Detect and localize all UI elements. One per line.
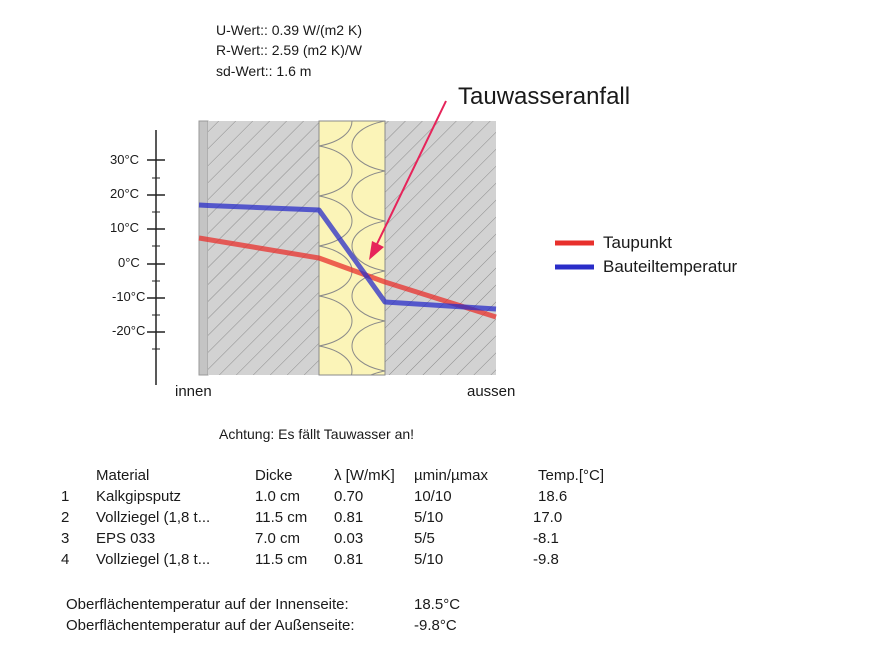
tick-label: 30°C xyxy=(110,152,140,167)
plaster-layer xyxy=(198,120,209,376)
column-header-material: Material xyxy=(96,467,150,484)
row-temp: 18.6 xyxy=(538,488,568,505)
inner-side-label: innen xyxy=(175,383,212,400)
row-dicke: 11.5 cm xyxy=(255,551,308,568)
row-mu: 5/5 xyxy=(414,530,435,547)
u-value-text: U-Wert:: 0.39 W/(m2 K) xyxy=(216,22,362,38)
inside-surface-value: 18.5°C xyxy=(414,596,461,613)
row-number: 2 xyxy=(61,509,70,526)
row-number: 4 xyxy=(61,551,70,568)
row-mu: 10/10 xyxy=(414,488,452,505)
inside-surface-label: Oberflächentemperatur auf der Innenseite… xyxy=(66,596,349,613)
tick-label: -20°C xyxy=(112,323,146,338)
r-value-text: R-Wert:: 2.59 (m2 K)/W xyxy=(216,42,362,58)
legend-label-taupunkt: Taupunkt xyxy=(603,233,672,252)
row-dicke: 1.0 cm xyxy=(255,488,301,505)
column-header-mu: µmin/µmax xyxy=(414,467,488,484)
row-lambda: 0.81 xyxy=(334,551,364,568)
row-material: Kalkgipsputz xyxy=(96,488,182,505)
row-temp: 17.0 xyxy=(533,509,563,526)
tick-label: 20°C xyxy=(110,186,140,201)
insulation-layer xyxy=(318,120,386,376)
row-lambda: 0.81 xyxy=(334,509,364,526)
row-dicke: 7.0 cm xyxy=(255,530,301,547)
row-material: Vollziegel (1,8 t... xyxy=(96,509,211,526)
axis-tick-marks xyxy=(147,159,165,350)
tick-label: 10°C xyxy=(110,220,140,235)
column-header-lambda: λ [W/mK] xyxy=(334,467,395,484)
outer-brick-layer xyxy=(385,121,496,375)
row-number: 3 xyxy=(61,530,70,547)
condensation-annotation: Tauwasseranfall xyxy=(458,83,631,110)
legend-label-bauteiltemperatur: Bauteiltemperatur xyxy=(603,257,738,276)
row-lambda: 0.70 xyxy=(334,488,364,505)
sd-value-text: sd-Wert:: 1.6 m xyxy=(216,63,312,79)
row-material: Vollziegel (1,8 t... xyxy=(96,551,211,568)
outside-surface-value: -9.8°C xyxy=(414,617,457,634)
component-temperature-line xyxy=(198,202,497,312)
row-dicke: 11.5 cm xyxy=(255,509,308,526)
row-lambda: 0.03 xyxy=(334,530,364,547)
tick-label: 0°C xyxy=(118,255,140,270)
condensation-warning: Achtung: Es fällt Tauwasser an! xyxy=(219,426,415,442)
row-temp: -9.8 xyxy=(533,551,559,568)
row-temp: -8.1 xyxy=(533,530,559,547)
condensation-arrow xyxy=(369,100,447,260)
row-number: 1 xyxy=(61,488,70,505)
tick-label: -10°C xyxy=(112,289,146,304)
outer-side-label: aussen xyxy=(467,383,516,400)
dew-point-line xyxy=(198,235,497,320)
column-header-dicke: Dicke xyxy=(255,467,293,484)
outside-surface-label: Oberflächentemperatur auf der Außenseite… xyxy=(66,617,355,634)
row-mu: 5/10 xyxy=(414,509,444,526)
column-header-temp: Temp.[°C] xyxy=(538,467,605,484)
row-material: EPS 033 xyxy=(96,530,156,547)
row-mu: 5/10 xyxy=(414,551,444,568)
